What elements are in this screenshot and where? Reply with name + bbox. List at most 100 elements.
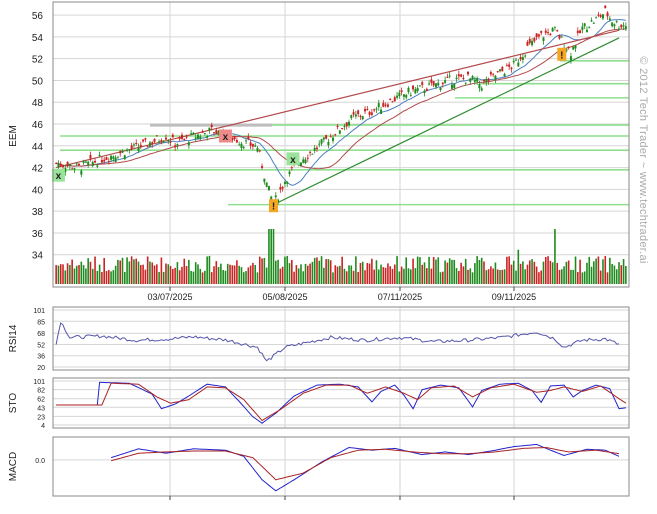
candle-body	[613, 24, 616, 27]
indicator-y-tick-label: 52	[37, 342, 45, 349]
candle-body	[267, 185, 270, 191]
candle-body	[158, 141, 161, 143]
volume-bar	[412, 258, 414, 284]
candle-body	[583, 23, 586, 27]
candle-body	[231, 137, 234, 141]
volume-bar	[82, 265, 85, 284]
volume-bar	[268, 229, 270, 284]
volume-bar	[510, 264, 513, 284]
candle-body	[249, 142, 252, 146]
candle-body	[396, 95, 399, 98]
indicator-y-tick-label: 62	[37, 397, 45, 404]
candle-body	[277, 199, 280, 204]
volume-bar	[201, 272, 204, 284]
volume-bar	[291, 259, 293, 284]
volume-bar	[329, 260, 332, 284]
candle-body	[178, 137, 181, 139]
volume-bar	[494, 262, 497, 284]
candle-body	[174, 145, 177, 148]
price-y-tick-label: 56	[32, 11, 44, 22]
candle-body	[464, 82, 467, 84]
candle-body	[322, 137, 325, 140]
volume-bar	[185, 266, 188, 284]
candle-body	[100, 159, 103, 163]
price-y-tick-label: 38	[32, 207, 44, 218]
candle-body	[148, 142, 151, 147]
candle-body	[311, 153, 314, 155]
indicator-y-tick-label: 101	[33, 308, 45, 315]
candle-body	[281, 187, 284, 189]
volume-bar	[437, 257, 440, 284]
candle-body	[135, 142, 138, 144]
signal-marker-alert	[269, 199, 279, 213]
volume-bar	[149, 261, 151, 284]
candle-body	[105, 157, 108, 161]
candle-body	[261, 166, 264, 168]
volume-bar	[229, 264, 231, 284]
candle-body	[325, 135, 328, 139]
volume-bar	[213, 266, 215, 284]
candle-body	[343, 126, 346, 128]
candle-body	[455, 77, 458, 80]
candle-body	[521, 57, 524, 60]
candle-body	[579, 30, 582, 34]
volume-bar	[611, 263, 613, 284]
candle-body	[590, 20, 593, 22]
volume-bar	[128, 261, 131, 284]
candle-body	[357, 110, 360, 115]
candle-body	[549, 33, 552, 36]
candle-body	[462, 78, 465, 80]
volume-bar	[57, 265, 60, 284]
candle-body	[210, 124, 213, 128]
volume-bar	[85, 268, 87, 284]
candle-body	[192, 132, 195, 135]
volume-bar	[144, 269, 147, 284]
volume-bar	[174, 267, 176, 284]
volume-bar	[242, 272, 245, 284]
candle-body	[190, 133, 193, 135]
indicator-panel-frame	[52, 377, 630, 429]
signal-marker-sell	[218, 129, 232, 143]
candle-body	[245, 140, 248, 142]
volume-bar	[442, 271, 444, 284]
candle-body	[350, 115, 353, 119]
candle-body	[167, 140, 170, 142]
candle-body	[279, 187, 282, 190]
candle-body	[162, 140, 165, 142]
volume-bar	[501, 269, 504, 284]
indicator-y-tick-label: 85	[37, 319, 45, 326]
candle-body	[139, 144, 142, 147]
volume-bar	[487, 269, 490, 284]
candle-body	[238, 144, 241, 146]
volume-bar	[153, 265, 156, 284]
candle-body	[203, 132, 206, 134]
candle-body	[494, 75, 497, 80]
volume-bar	[485, 270, 488, 284]
volume-bar	[506, 256, 508, 284]
price-panel-bg	[53, 2, 629, 287]
volume-bar	[80, 261, 83, 284]
candle-body	[59, 163, 62, 167]
candle-body	[299, 162, 302, 166]
volume-bar	[316, 257, 318, 284]
candle-body	[485, 79, 488, 83]
candle-body	[535, 33, 538, 38]
volume-bar	[135, 258, 138, 284]
volume-bar	[368, 263, 371, 284]
candle-body	[338, 130, 341, 134]
volume-bar	[151, 262, 154, 284]
candle-body	[286, 182, 289, 184]
price-y-tick-label: 40	[32, 185, 44, 196]
volume-bar	[583, 271, 586, 284]
watermark-text: © 2012 Tech Trader ~ www.techtrader.ai	[637, 56, 649, 263]
volume-bar	[263, 257, 266, 284]
volume-bar	[483, 261, 485, 284]
candle-body	[425, 88, 428, 92]
volume-bar	[572, 269, 575, 284]
candle-body	[361, 116, 364, 120]
volume-bar	[428, 256, 430, 284]
volume-bar	[91, 268, 94, 284]
volume-bar	[391, 268, 394, 284]
volume-bar	[396, 256, 398, 284]
candle-body	[608, 18, 611, 21]
